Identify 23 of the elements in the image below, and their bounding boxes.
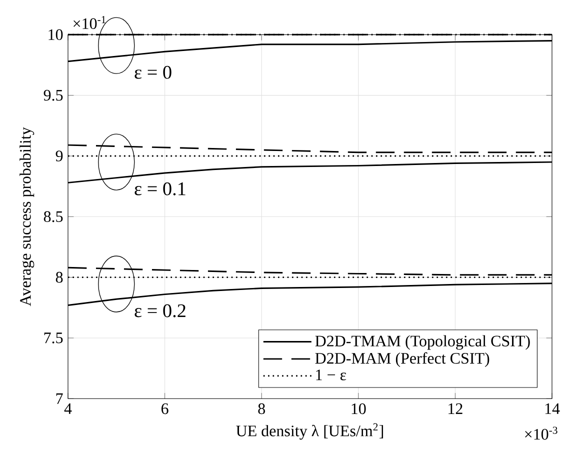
y-tick-label: 7 (56, 393, 63, 404)
x-tick-label: 10 (352, 403, 366, 414)
y-tick-label: 9.5 (44, 90, 63, 101)
y-tick-label: 8 (56, 272, 63, 283)
x-tick-label: 4 (64, 403, 72, 414)
y-tick-label: 7.5 (44, 332, 63, 344)
x-axis-title: UE density λ [UEs/m$^{2}$] (236, 423, 384, 440)
x-tick-label: 6 (161, 403, 168, 414)
text: ×10$^{-3}$ (525, 426, 558, 440)
annotation: ε = 0.2 (134, 304, 186, 318)
x-tick-label: 8 (258, 403, 265, 414)
legend-label: D2D-TMAM (Topological CSIT) (315, 335, 530, 350)
x-tick-label: 12 (448, 403, 462, 414)
text: ×10$^{-1}$ (74, 16, 106, 30)
y-tick-label: 10 (48, 29, 63, 40)
x-tick-label: 14 (545, 403, 560, 414)
y-tick-label: 9 (56, 150, 63, 162)
annotation: ε = 0 (134, 66, 172, 79)
y-tick-label: 8.5 (44, 211, 63, 222)
legend-label: D2D-MAM (Perfect CSIT) (315, 352, 490, 367)
legend-label: 1 − ε (316, 370, 346, 380)
annotation: ε = 0.1 (134, 182, 186, 196)
y-axis-title: Average success probability (20, 127, 34, 306)
